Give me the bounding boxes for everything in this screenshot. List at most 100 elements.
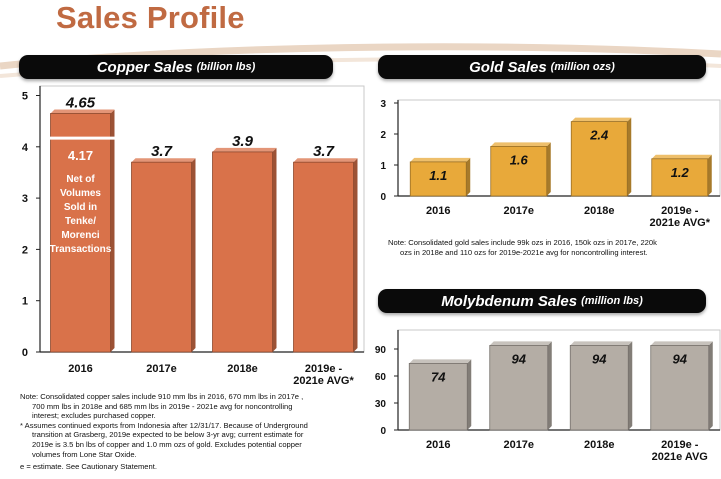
y-tick-label: 1 [22, 296, 28, 308]
bar-side [466, 157, 471, 196]
category-label: 2018e [584, 439, 615, 451]
copper-note: Note: Consolidated copper sales include … [20, 392, 365, 472]
copper-note-line: 700 mm lbs in 2018e and 685 mm lbs in 20… [32, 401, 293, 411]
y-tick-label: 1 [380, 161, 386, 172]
gold-note-line: ozs in 2018e and 110 ozs for 2019e-2021e… [400, 247, 648, 257]
gold-note-line: Note: Consolidated gold sales include 99… [388, 238, 657, 247]
copper-note-line: transition at Grasberg, 2019e expected t… [32, 430, 304, 440]
y-tick-label: 30 [375, 399, 387, 410]
bar-side [110, 109, 115, 352]
bar-top [131, 158, 196, 163]
category-label: 2017e [503, 439, 534, 451]
bar-top [410, 157, 471, 162]
bar-side [547, 341, 552, 430]
category-label: 2019e - [305, 363, 343, 375]
category-label: 2018e [584, 205, 615, 217]
bar-value-label: 2.4 [589, 128, 609, 143]
moly-banner: Molybdenum Sales (million lbs) [378, 289, 706, 313]
bar-side [628, 341, 633, 430]
net-annotation-text: Tenke/ [65, 216, 96, 227]
bar [650, 344, 710, 431]
bar-value-label: 3.9 [232, 133, 254, 150]
bar [569, 344, 629, 431]
y-tick-label: 90 [375, 345, 387, 356]
bar-value-label: 1.2 [671, 165, 690, 180]
bar [293, 161, 354, 353]
bar-side [707, 154, 712, 196]
gold-unit: (million ozs) [550, 61, 615, 73]
category-label: 2016 [426, 439, 450, 451]
net-annotation-text: Net of [66, 174, 95, 185]
bar-side [627, 117, 632, 196]
bar-top [409, 359, 472, 364]
bar-top [293, 158, 358, 163]
category-label: 2016 [68, 363, 92, 375]
y-tick-label: 3 [22, 193, 28, 205]
category-label: 2017e [146, 363, 177, 375]
category-label: 2018e [227, 363, 258, 375]
bar-top [489, 341, 552, 346]
bar-value-label: 1.6 [510, 152, 529, 167]
gold-sales-chart: 0 1 2 3 1.1 2016 1.6 2017e 2.4 2018e 1.2 2019e -202… [380, 99, 721, 229]
bar [651, 158, 709, 197]
bar [570, 121, 628, 197]
y-tick-label: 2 [380, 130, 386, 141]
y-tick-label: 2 [22, 244, 28, 256]
net-annotation-text: Morenci [61, 230, 100, 241]
bar-value-label: 3.7 [313, 143, 335, 160]
bar-value-label: 4.65 [65, 94, 96, 111]
net-value-label: 4.17 [68, 148, 93, 163]
y-tick-label: 0 [380, 426, 386, 437]
gold-banner: Gold Sales (million ozs) [378, 55, 706, 79]
bar-value-label: 94 [592, 351, 607, 366]
page-title: Sales Profile [56, 0, 245, 35]
y-tick-label: 5 [22, 91, 28, 103]
bar [408, 363, 468, 431]
bar-side [353, 158, 358, 352]
bar-side [708, 341, 713, 430]
bar [490, 146, 548, 197]
bar-value-label: 3.7 [151, 143, 173, 160]
category-label: 2019e - [661, 439, 699, 451]
copper-note-line: volumes from Lone Star Oxide. [32, 449, 137, 459]
copper-note-line: Note: Consolidated copper sales include … [20, 392, 304, 401]
bar-top [50, 109, 115, 114]
bar-value-label: 74 [431, 369, 446, 384]
bar [409, 161, 467, 197]
bar [489, 344, 549, 431]
category-label: 2021e AVG [652, 451, 708, 463]
bar-value-label: 94 [512, 351, 527, 366]
category-label: 2021e AVG* [649, 217, 710, 229]
bar-value-label: 94 [673, 351, 688, 366]
bar [131, 161, 192, 353]
moly-unit: (million lbs) [581, 295, 643, 307]
bar [50, 113, 111, 353]
copper-note-line: interest; excludes purchased copper. [32, 411, 156, 421]
bar-top [651, 154, 712, 159]
moly-sales-chart: 0 30 60 90 74 2016 94 2017e 94 2018e 94 2019e -2021… [375, 329, 721, 463]
bar-top [570, 341, 633, 346]
bar-value-label: 1.1 [429, 168, 447, 183]
category-label: 2016 [426, 205, 450, 217]
category-label: 2021e AVG* [293, 375, 354, 387]
category-label: 2019e - [661, 205, 699, 217]
bar-side [272, 147, 277, 352]
net-annotation-text: Sold in [64, 202, 97, 213]
bar-top [571, 117, 632, 122]
y-tick-label: 0 [22, 347, 28, 359]
bar-top [490, 142, 551, 147]
net-annotation-text: Volumes [60, 188, 101, 199]
category-label: 2017e [503, 205, 534, 217]
bar-side [191, 158, 196, 352]
gold-note: Note: Consolidated gold sales include 99… [388, 238, 713, 257]
copper-note-line: * Assumes continued exports from Indones… [20, 420, 308, 430]
copper-banner: Copper Sales (billion lbs) [19, 55, 333, 79]
copper-note-line: 2019e is 3.5 bn lbs of copper and 1.0 mm… [32, 439, 302, 449]
bar-side [467, 359, 472, 430]
copper-note-line: e = estimate. See Cautionary Statement. [20, 462, 157, 472]
net-annotation-text: Transactions [50, 244, 112, 255]
copper-title: Copper Sales [96, 58, 193, 76]
bar-side [546, 142, 551, 196]
bar-top [650, 341, 713, 346]
moly-title: Molybdenum Sales [441, 292, 578, 310]
